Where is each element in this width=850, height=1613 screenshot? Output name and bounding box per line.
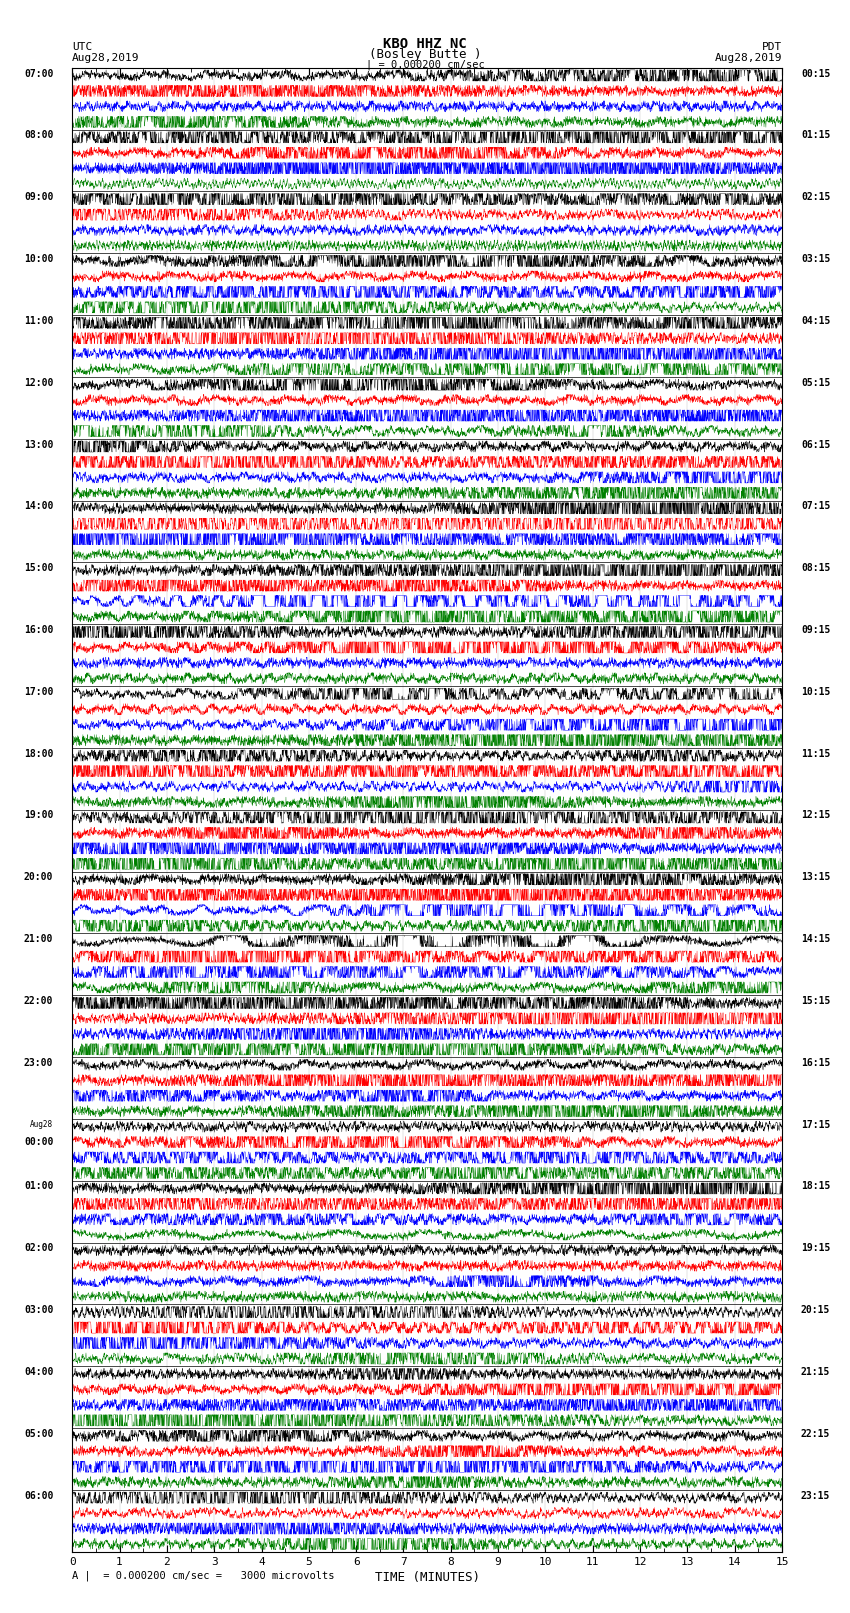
Text: 06:00: 06:00	[24, 1490, 54, 1500]
Text: 01:00: 01:00	[24, 1181, 54, 1192]
Text: 21:00: 21:00	[24, 934, 54, 944]
Text: 17:00: 17:00	[24, 687, 54, 697]
Text: 18:00: 18:00	[24, 748, 54, 758]
Text: Aug28,2019: Aug28,2019	[72, 53, 139, 63]
Text: 23:00: 23:00	[24, 1058, 54, 1068]
Text: 08:00: 08:00	[24, 131, 54, 140]
Text: A |  = 0.000200 cm/sec =   3000 microvolts: A | = 0.000200 cm/sec = 3000 microvolts	[72, 1569, 335, 1581]
Text: 11:15: 11:15	[801, 748, 830, 758]
Text: | = 0.000200 cm/sec: | = 0.000200 cm/sec	[366, 60, 484, 71]
Text: 02:00: 02:00	[24, 1244, 54, 1253]
Text: 14:15: 14:15	[801, 934, 830, 944]
Text: 20:15: 20:15	[801, 1305, 830, 1315]
Text: 19:15: 19:15	[801, 1244, 830, 1253]
Text: 09:00: 09:00	[24, 192, 54, 202]
Text: 18:15: 18:15	[801, 1181, 830, 1192]
Text: 15:00: 15:00	[24, 563, 54, 573]
Text: 06:15: 06:15	[801, 439, 830, 450]
Text: 19:00: 19:00	[24, 810, 54, 821]
Text: 16:15: 16:15	[801, 1058, 830, 1068]
Text: 10:15: 10:15	[801, 687, 830, 697]
Text: PDT: PDT	[762, 42, 782, 52]
Text: 15:15: 15:15	[801, 995, 830, 1007]
Text: 05:00: 05:00	[24, 1429, 54, 1439]
Text: 16:00: 16:00	[24, 624, 54, 636]
Text: 23:15: 23:15	[801, 1490, 830, 1500]
Text: 04:15: 04:15	[801, 316, 830, 326]
Text: 03:15: 03:15	[801, 253, 830, 265]
X-axis label: TIME (MINUTES): TIME (MINUTES)	[375, 1571, 479, 1584]
Text: KBO HHZ NC: KBO HHZ NC	[383, 37, 467, 52]
Text: 11:00: 11:00	[24, 316, 54, 326]
Text: 04:00: 04:00	[24, 1366, 54, 1378]
Text: 00:15: 00:15	[801, 68, 830, 79]
Text: 10:00: 10:00	[24, 253, 54, 265]
Text: 20:00: 20:00	[24, 873, 54, 882]
Text: 22:15: 22:15	[801, 1429, 830, 1439]
Text: 07:00: 07:00	[24, 68, 54, 79]
Text: 02:15: 02:15	[801, 192, 830, 202]
Text: Aug28: Aug28	[31, 1119, 54, 1129]
Text: 22:00: 22:00	[24, 995, 54, 1007]
Text: UTC: UTC	[72, 42, 93, 52]
Text: 17:15: 17:15	[801, 1119, 830, 1129]
Text: 14:00: 14:00	[24, 502, 54, 511]
Text: 05:15: 05:15	[801, 377, 830, 387]
Text: 12:00: 12:00	[24, 377, 54, 387]
Text: 12:15: 12:15	[801, 810, 830, 821]
Text: 09:15: 09:15	[801, 624, 830, 636]
Text: Aug28,2019: Aug28,2019	[715, 53, 782, 63]
Text: 07:15: 07:15	[801, 502, 830, 511]
Text: 03:00: 03:00	[24, 1305, 54, 1315]
Text: 08:15: 08:15	[801, 563, 830, 573]
Text: (Bosley Butte ): (Bosley Butte )	[369, 48, 481, 61]
Text: 00:00: 00:00	[24, 1137, 54, 1147]
Text: 13:00: 13:00	[24, 439, 54, 450]
Text: 01:15: 01:15	[801, 131, 830, 140]
Text: 13:15: 13:15	[801, 873, 830, 882]
Text: 21:15: 21:15	[801, 1366, 830, 1378]
